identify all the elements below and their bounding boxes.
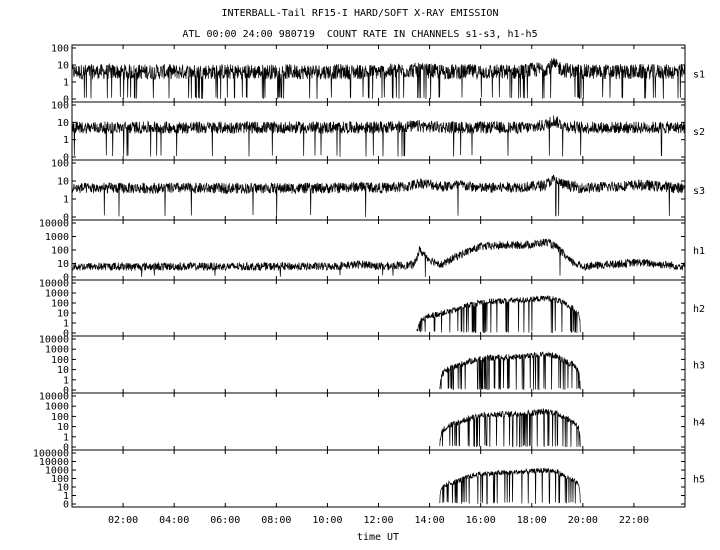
y-tick-label: 1 bbox=[63, 491, 69, 502]
y-tick-label: 0 bbox=[63, 95, 69, 106]
y-tick-label: 0 bbox=[63, 213, 69, 224]
y-tick-label: 10 bbox=[57, 422, 69, 433]
x-tick-label: 10:00 bbox=[312, 515, 342, 526]
y-tick-label: 10000 bbox=[39, 219, 69, 230]
y-tick-label: 10 bbox=[57, 118, 69, 129]
channel-label-h5: h5 bbox=[693, 475, 705, 486]
chart-title: INTERBALL-Tail RF15-I HARD/SOFT X-RAY EM… bbox=[221, 8, 499, 19]
y-tick-label: 100 bbox=[51, 355, 69, 366]
x-tick-label: 02:00 bbox=[108, 515, 138, 526]
x-tick-label: 06:00 bbox=[210, 515, 240, 526]
y-tick-label: 100 bbox=[51, 474, 69, 485]
y-tick-label: 1 bbox=[63, 135, 69, 146]
y-tick-label: 1000 bbox=[45, 466, 69, 477]
y-tick-label: 1000 bbox=[45, 402, 69, 413]
y-tick-label: 100000 bbox=[33, 449, 69, 460]
x-tick-label: 16:00 bbox=[466, 515, 496, 526]
y-tick-label: 10 bbox=[57, 309, 69, 320]
x-tick-label: 18:00 bbox=[517, 515, 547, 526]
x-tick-label: 20:00 bbox=[568, 515, 598, 526]
y-tick-label: 0 bbox=[63, 329, 69, 340]
y-tick-label: 10000 bbox=[39, 392, 69, 403]
x-tick-label: 22:00 bbox=[619, 515, 649, 526]
x-axis: 02:00 04:00 06:00 08:00 10:00 12:00 14:00 16:00… bbox=[108, 45, 649, 526]
y-tick-label: 1 bbox=[63, 319, 69, 330]
y-tick-label: 100 bbox=[51, 159, 69, 170]
channel-label-h3: h3 bbox=[693, 361, 705, 372]
y-tick-label: 1000 bbox=[45, 289, 69, 300]
series-trace-h2 bbox=[416, 295, 581, 333]
panel-frame bbox=[71, 335, 686, 394]
y-tick-label: 100 bbox=[51, 299, 69, 310]
y-tick-label: 0 bbox=[63, 500, 69, 511]
y-tick-label: 10000 bbox=[39, 457, 69, 468]
x-tick-label: 08:00 bbox=[261, 515, 291, 526]
y-tick-label: 1 bbox=[63, 375, 69, 386]
y-tick-label: 1000 bbox=[45, 232, 69, 243]
channel-label-s2: s2 bbox=[693, 127, 705, 138]
channel-label-h2: h2 bbox=[693, 304, 705, 315]
y-tick-label: 1000 bbox=[45, 345, 69, 356]
y-tick-label: 0 bbox=[63, 273, 69, 284]
y-tick-label: 10 bbox=[57, 365, 69, 376]
chart-subtitle: ATL 00:00 24:00 980719 COUNT RATE IN CHA… bbox=[182, 29, 538, 40]
panel-frame bbox=[71, 279, 686, 337]
series-trace-s2 bbox=[71, 115, 686, 157]
series-trace-h4 bbox=[439, 407, 581, 448]
channel-label-h4: h4 bbox=[693, 418, 705, 429]
x-axis-label: time UT bbox=[357, 532, 399, 543]
panels-layer: 1001010s11001010s21001010s31000010001001… bbox=[33, 44, 705, 511]
y-tick-label: 1 bbox=[63, 195, 69, 206]
channel-label-s1: s1 bbox=[693, 70, 705, 81]
channel-label-h1: h1 bbox=[693, 246, 705, 257]
panel-frame bbox=[71, 392, 686, 451]
y-tick-label: 0 bbox=[63, 443, 69, 454]
x-tick-label: 04:00 bbox=[159, 515, 189, 526]
panel-frame bbox=[71, 449, 686, 508]
y-tick-label: 10 bbox=[57, 61, 69, 72]
y-tick-label: 0 bbox=[63, 386, 69, 397]
y-tick-label: 10 bbox=[57, 483, 69, 494]
x-tick-label: 14:00 bbox=[415, 515, 445, 526]
series-trace-h1 bbox=[71, 238, 686, 277]
y-tick-label: 10 bbox=[57, 177, 69, 188]
y-tick-label: 10000 bbox=[39, 335, 69, 346]
x-tick-label: 12:00 bbox=[363, 515, 393, 526]
channel-label-s3: s3 bbox=[693, 186, 705, 197]
y-tick-label: 100 bbox=[51, 44, 69, 55]
y-tick-label: 0 bbox=[63, 153, 69, 164]
y-tick-label: 10 bbox=[57, 259, 69, 270]
y-tick-label: 1 bbox=[63, 78, 69, 89]
panel-frame bbox=[71, 219, 686, 281]
series-trace-h5 bbox=[439, 467, 581, 505]
y-tick-label: 10000 bbox=[39, 279, 69, 290]
y-tick-label: 100 bbox=[51, 246, 69, 257]
series-trace-h3 bbox=[439, 351, 581, 391]
y-tick-label: 1 bbox=[63, 432, 69, 443]
y-tick-label: 100 bbox=[51, 101, 69, 112]
series-trace-s3 bbox=[71, 174, 686, 217]
y-tick-label: 100 bbox=[51, 412, 69, 423]
series-trace-s1 bbox=[71, 57, 686, 99]
